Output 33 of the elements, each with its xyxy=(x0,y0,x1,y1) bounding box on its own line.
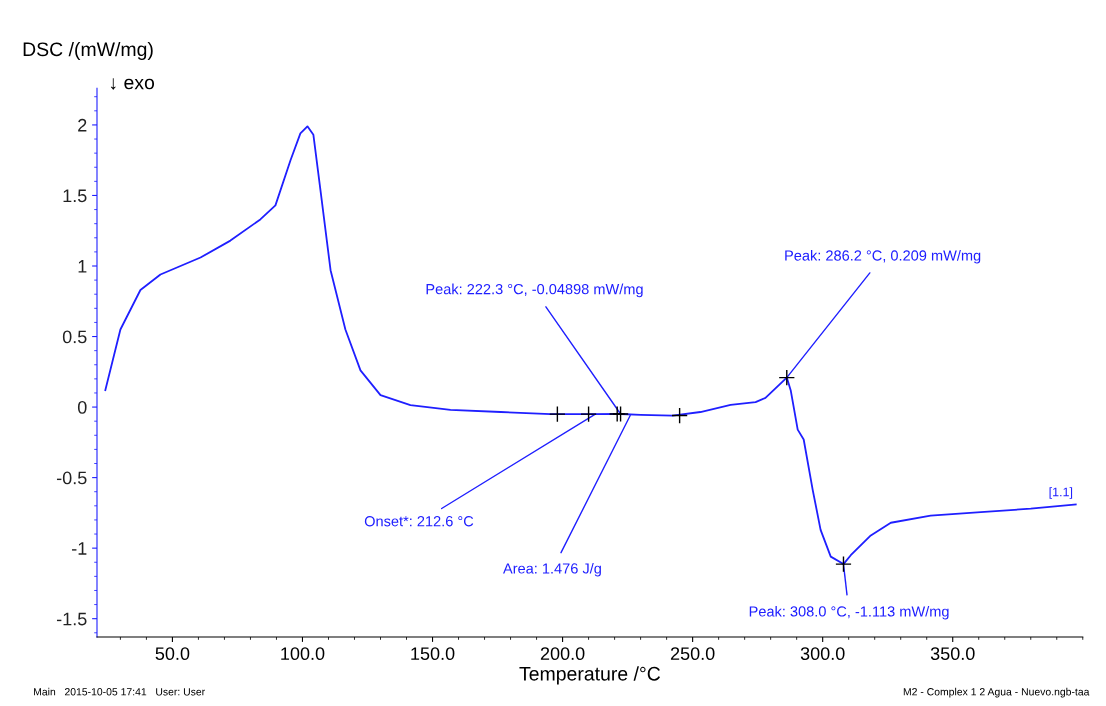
y-tick-label: -0.5 xyxy=(56,471,87,485)
y-axis-title: DSC /(mW/mg) xyxy=(23,41,153,61)
x-tick-label: 100.0 xyxy=(281,647,325,661)
annotation: Peak: 286.2 °C, 0.209 mW/mg xyxy=(785,249,981,264)
x-axis-title: Temperature /°C xyxy=(519,666,661,685)
y-tick-label: -1 xyxy=(72,542,87,555)
x-tick-label: 300.0 xyxy=(800,647,845,661)
annotation: Peak: 308.0 °C, -1.113 mW/mg xyxy=(749,605,949,620)
y-tick-label: 2 xyxy=(78,118,87,132)
annotation: Onset*: 212.6 °C xyxy=(364,516,474,527)
point xyxy=(612,405,629,423)
annotation: Area: 1.476 J/g xyxy=(503,562,601,577)
x-tick-label: 350.0 xyxy=(930,647,975,661)
point xyxy=(835,555,852,573)
series-label: [1.1] xyxy=(1049,487,1073,499)
annotation: Peak: 222.3 °C, -0.04898 mW/mg xyxy=(426,283,643,298)
y-tick-label: 1 xyxy=(78,260,87,273)
y-tick-label: -1.5 xyxy=(56,612,87,626)
point xyxy=(580,405,597,423)
x-tick-label: 150.0 xyxy=(411,647,455,661)
y-tick-label: 0.5 xyxy=(62,330,87,344)
x-tick-label: 200.0 xyxy=(540,647,585,661)
line-series xyxy=(104,125,1077,565)
text: Main 2015-10-05 17:41 User: User xyxy=(34,687,205,696)
point xyxy=(549,405,566,423)
y-tick-label: 0 xyxy=(77,401,87,414)
point xyxy=(778,369,796,386)
y-tick-label: 1.5 xyxy=(63,189,87,203)
annotation: ↓ exo xyxy=(110,78,155,90)
point xyxy=(671,407,688,424)
x-tick-label: 250.0 xyxy=(670,647,715,661)
text: M2 - Complex 1 2 Agua - Nuevo.ngb-taa xyxy=(903,687,1090,698)
x-tick-label: 50.0 xyxy=(155,647,190,661)
